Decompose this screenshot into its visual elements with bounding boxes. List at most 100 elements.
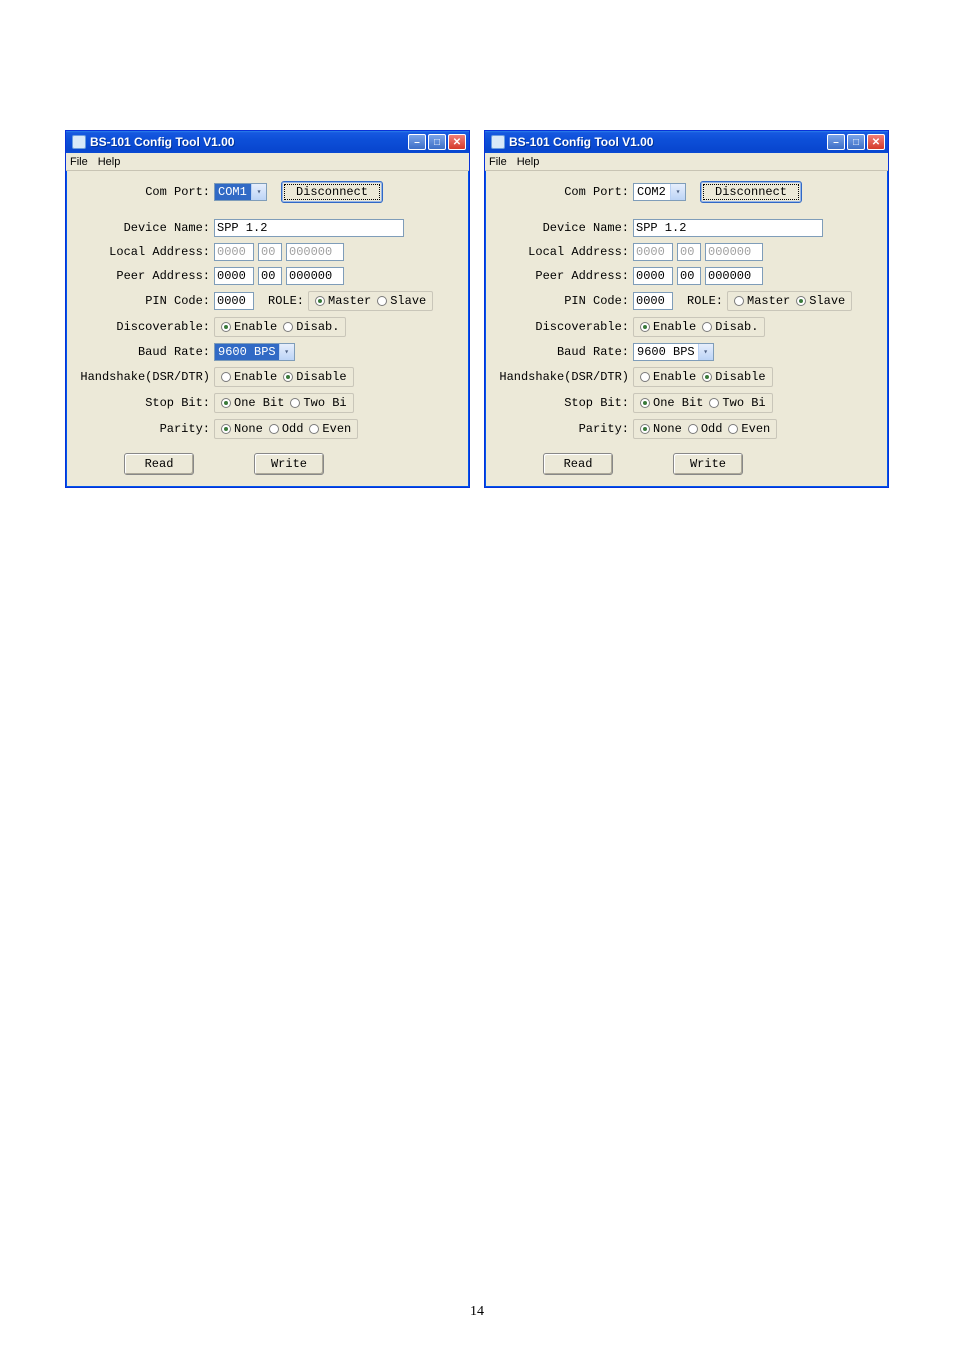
- chevron-down-icon[interactable]: ▾: [698, 344, 713, 360]
- local-addr-c-input[interactable]: [286, 243, 344, 261]
- parity-label: Parity:: [493, 422, 633, 436]
- baud-rate-combo[interactable]: 9600 BPS▾: [214, 343, 295, 361]
- peer-addr-a-input[interactable]: [633, 267, 673, 285]
- radio-dot-icon: [283, 372, 293, 382]
- radio-label: Master: [328, 294, 371, 308]
- disconnect-button[interactable]: Disconnect: [281, 181, 383, 203]
- parity-odd-radio[interactable]: Odd: [269, 422, 304, 436]
- radio-dot-icon: [702, 372, 712, 382]
- chevron-down-icon[interactable]: ▾: [279, 344, 294, 360]
- parity-group: None Odd Even: [633, 419, 777, 439]
- parity-even-radio[interactable]: Even: [309, 422, 351, 436]
- radio-dot-icon: [709, 398, 719, 408]
- stop-bit-two-radio[interactable]: Two Bi: [290, 396, 346, 410]
- menubar: File Help: [66, 153, 469, 171]
- peer-addr-b-input[interactable]: [677, 267, 701, 285]
- write-button[interactable]: Write: [254, 453, 324, 475]
- role-slave-radio[interactable]: Slave: [796, 294, 845, 308]
- peer-address-label: Peer Address:: [74, 269, 214, 283]
- parity-none-radio[interactable]: None: [640, 422, 682, 436]
- stop-bit-one-radio[interactable]: One Bit: [640, 396, 703, 410]
- com-port-combo[interactable]: COM1▾: [214, 183, 267, 201]
- role-label: ROLE:: [268, 294, 304, 308]
- local-addr-a-input[interactable]: [214, 243, 254, 261]
- peer-addr-c-input[interactable]: [286, 267, 344, 285]
- local-addr-b-input[interactable]: [677, 243, 701, 261]
- handshake-disable-radio[interactable]: Disable: [283, 370, 346, 384]
- handshake-enable-radio[interactable]: Enable: [221, 370, 277, 384]
- discoverable-disable-radio[interactable]: Disab.: [702, 320, 758, 334]
- baud-rate-value: 9600 BPS: [634, 344, 698, 360]
- handshake-disable-radio[interactable]: Disable: [702, 370, 765, 384]
- menu-file[interactable]: File: [70, 156, 88, 168]
- radio-dot-icon: [640, 322, 650, 332]
- handshake-enable-radio[interactable]: Enable: [640, 370, 696, 384]
- menu-help[interactable]: Help: [98, 156, 121, 168]
- parity-odd-radio[interactable]: Odd: [688, 422, 723, 436]
- handshake-label: Handshake(DSR/DTR): [74, 370, 214, 384]
- stop-bit-group: One Bit Two Bi: [214, 393, 354, 413]
- close-button[interactable]: ✕: [867, 134, 885, 150]
- parity-label: Parity:: [74, 422, 214, 436]
- stop-bit-one-radio[interactable]: One Bit: [221, 396, 284, 410]
- app-icon: [72, 135, 86, 149]
- local-addr-b-input[interactable]: [258, 243, 282, 261]
- baud-rate-label: Baud Rate:: [493, 345, 633, 359]
- peer-addr-b-input[interactable]: [258, 267, 282, 285]
- baud-rate-combo[interactable]: 9600 BPS▾: [633, 343, 714, 361]
- maximize-button[interactable]: □: [428, 134, 446, 150]
- radio-dot-icon: [309, 424, 319, 434]
- pin-code-input[interactable]: [214, 292, 254, 310]
- handshake-label: Handshake(DSR/DTR): [493, 370, 633, 384]
- chevron-down-icon[interactable]: ▾: [670, 184, 685, 200]
- stop-bit-label: Stop Bit:: [493, 396, 633, 410]
- discoverable-enable-radio[interactable]: Enable: [221, 320, 277, 334]
- radio-dot-icon: [640, 424, 650, 434]
- peer-addr-c-input[interactable]: [705, 267, 763, 285]
- minimize-button[interactable]: –: [408, 134, 426, 150]
- radio-label: Two Bi: [722, 396, 765, 410]
- maximize-button[interactable]: □: [847, 134, 865, 150]
- device-name-input[interactable]: [633, 219, 823, 237]
- radio-label: Enable: [234, 370, 277, 384]
- chevron-down-icon[interactable]: ▾: [251, 184, 266, 200]
- radio-label: Enable: [234, 320, 277, 334]
- radio-dot-icon: [221, 398, 231, 408]
- device-name-label: Device Name:: [493, 221, 633, 235]
- window-title: BS-101 Config Tool V1.00: [509, 135, 827, 149]
- titlebar: BS-101 Config Tool V1.00–□✕: [485, 131, 888, 153]
- local-addr-c-input[interactable]: [705, 243, 763, 261]
- read-button[interactable]: Read: [124, 453, 194, 475]
- com-port-label: Com Port:: [493, 185, 633, 199]
- discoverable-label: Discoverable:: [493, 320, 633, 334]
- stop-bit-two-radio[interactable]: Two Bi: [709, 396, 765, 410]
- role-slave-radio[interactable]: Slave: [377, 294, 426, 308]
- peer-address-label: Peer Address:: [493, 269, 633, 283]
- stop-bit-group: One Bit Two Bi: [633, 393, 773, 413]
- local-address-label: Local Address:: [493, 245, 633, 259]
- local-addr-a-input[interactable]: [633, 243, 673, 261]
- menu-file[interactable]: File: [489, 156, 507, 168]
- peer-addr-a-input[interactable]: [214, 267, 254, 285]
- pin-code-input[interactable]: [633, 292, 673, 310]
- device-name-input[interactable]: [214, 219, 404, 237]
- close-button[interactable]: ✕: [448, 134, 466, 150]
- parity-even-radio[interactable]: Even: [728, 422, 770, 436]
- discoverable-disable-radio[interactable]: Disab.: [283, 320, 339, 334]
- menu-help[interactable]: Help: [517, 156, 540, 168]
- write-button[interactable]: Write: [673, 453, 743, 475]
- com-port-combo[interactable]: COM2▾: [633, 183, 686, 201]
- radio-dot-icon: [640, 372, 650, 382]
- radio-label: None: [234, 422, 263, 436]
- read-button[interactable]: Read: [543, 453, 613, 475]
- disconnect-button[interactable]: Disconnect: [700, 181, 802, 203]
- handshake-group: Enable Disable: [214, 367, 354, 387]
- radio-dot-icon: [221, 372, 231, 382]
- role-master-radio[interactable]: Master: [315, 294, 371, 308]
- radio-label: None: [653, 422, 682, 436]
- discoverable-enable-radio[interactable]: Enable: [640, 320, 696, 334]
- role-master-radio[interactable]: Master: [734, 294, 790, 308]
- minimize-button[interactable]: –: [827, 134, 845, 150]
- parity-none-radio[interactable]: None: [221, 422, 263, 436]
- discoverable-label: Discoverable:: [74, 320, 214, 334]
